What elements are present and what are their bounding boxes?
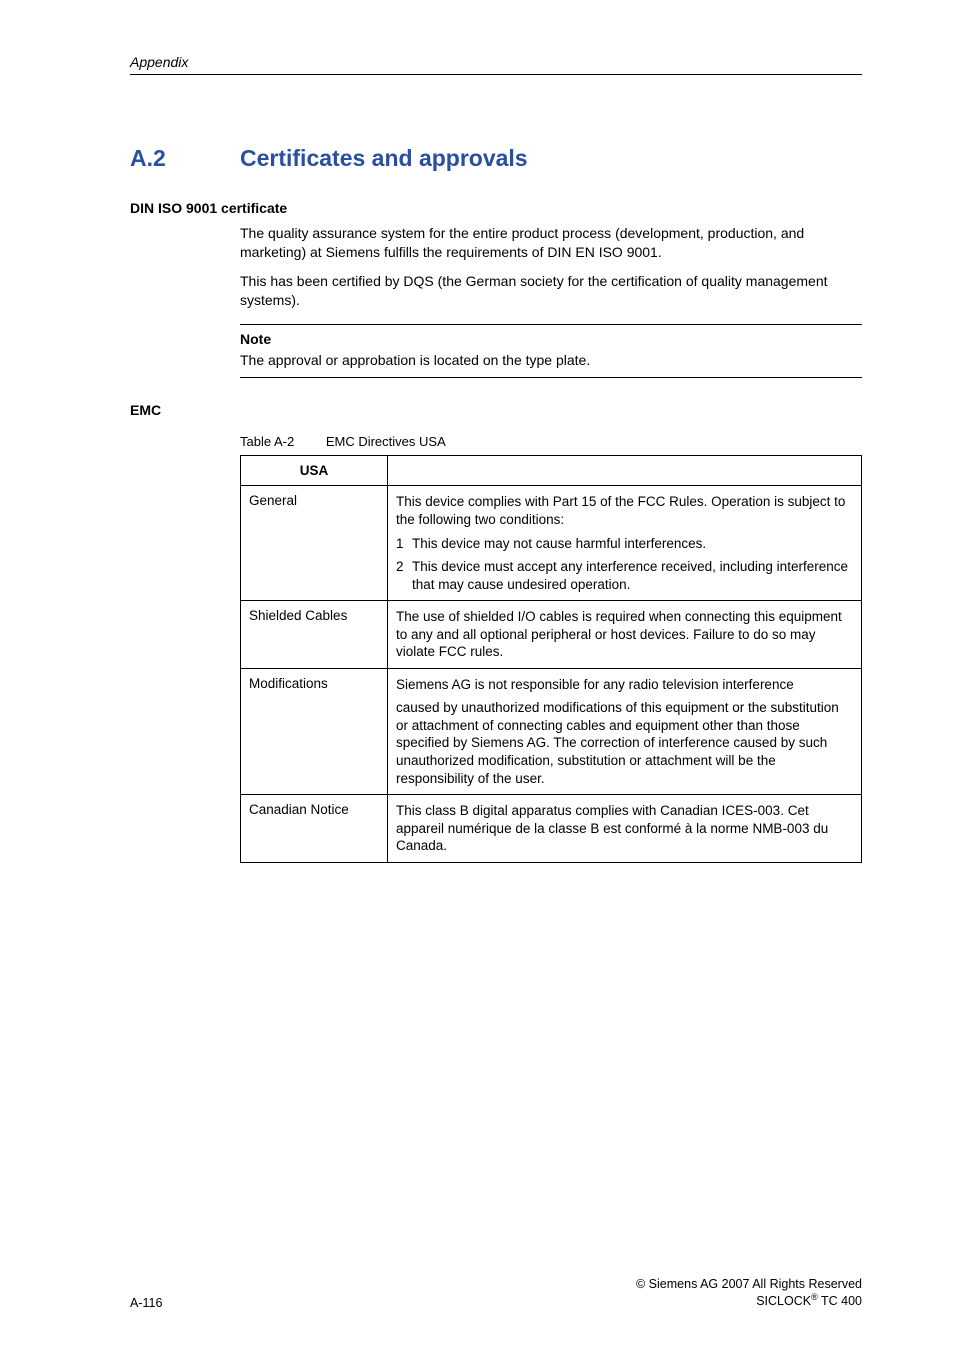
table-row: USA (241, 456, 862, 486)
emc-heading: EMC (130, 402, 862, 418)
emc-table: USA General This device complies with Pa… (240, 455, 862, 862)
table-caption: Table A-2 EMC Directives USA (240, 434, 862, 449)
general-item-2: 2 This device must accept any interferen… (396, 558, 853, 593)
table-caption-text: EMC Directives USA (326, 434, 446, 449)
cell-canadian-body: This class B digital apparatus complies … (388, 795, 862, 863)
item-text: This device may not cause harmful interf… (412, 535, 706, 553)
cell-general-label: General (241, 486, 388, 601)
cell-shielded-body: The use of shielded I/O cables is requir… (388, 601, 862, 669)
table-caption-label: Table A-2 (240, 434, 294, 449)
general-intro: This device complies with Part 15 of the… (396, 493, 853, 528)
section-title: Certificates and approvals (240, 145, 528, 172)
footer-product: SICLOCK® TC 400 (636, 1292, 862, 1310)
page-footer: A-116 © Siemens AG 2007 All Rights Reser… (130, 1277, 862, 1310)
footer-right: © Siemens AG 2007 All Rights Reserved SI… (636, 1277, 862, 1310)
general-item-1: 1 This device may not cause harmful inte… (396, 535, 853, 553)
registered-icon: ® (811, 1292, 818, 1302)
col-header-usa: USA (241, 456, 388, 486)
canadian-text: This class B digital apparatus complies … (396, 802, 853, 855)
table-row: Canadian Notice This class B digital app… (241, 795, 862, 863)
item-text: This device must accept any interference… (412, 558, 853, 593)
mods-p1: Siemens AG is not responsible for any ra… (396, 676, 853, 694)
footer-copyright: © Siemens AG 2007 All Rights Reserved (636, 1277, 862, 1293)
item-number: 1 (396, 535, 412, 553)
section-number: A.2 (130, 145, 240, 172)
din-para-2: This has been certified by DQS (the Germ… (240, 272, 862, 310)
col-header-blank (388, 456, 862, 486)
mods-p2: caused by unauthorized modifications of … (396, 699, 853, 787)
section-heading: A.2 Certificates and approvals (130, 145, 862, 172)
footer-page-number: A-116 (130, 1296, 162, 1310)
table-row: Modifications Siemens AG is not responsi… (241, 668, 862, 794)
cell-canadian-label: Canadian Notice (241, 795, 388, 863)
cell-mods-label: Modifications (241, 668, 388, 794)
cell-shielded-label: Shielded Cables (241, 601, 388, 669)
item-number: 2 (396, 558, 412, 593)
note-text: The approval or approbation is located o… (240, 351, 862, 370)
din-heading: DIN ISO 9001 certificate (130, 200, 862, 216)
cell-mods-body: Siemens AG is not responsible for any ra… (388, 668, 862, 794)
din-para-1: The quality assurance system for the ent… (240, 224, 862, 262)
cell-general-body: This device complies with Part 15 of the… (388, 486, 862, 601)
table-row: Shielded Cables The use of shielded I/O … (241, 601, 862, 669)
running-head: Appendix (130, 54, 862, 75)
table-row: General This device complies with Part 1… (241, 486, 862, 601)
note-box: Note The approval or approbation is loca… (240, 324, 862, 379)
footer-product-model: TC 400 (818, 1294, 862, 1308)
shielded-text: The use of shielded I/O cables is requir… (396, 608, 853, 661)
footer-product-name: SICLOCK (756, 1294, 811, 1308)
note-label: Note (240, 331, 862, 347)
